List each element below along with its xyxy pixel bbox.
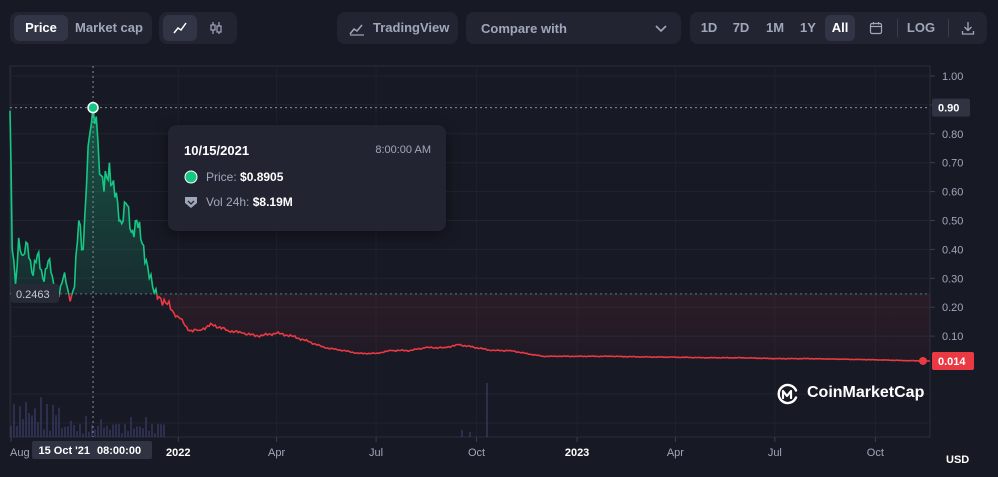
price-tab[interactable]: Price (14, 15, 68, 41)
range-1y-button[interactable]: 1Y (800, 20, 816, 35)
tooltip-date: 10/15/2021 (184, 143, 250, 158)
candlestick-button[interactable] (199, 15, 233, 41)
y-tick-label: 0.20 (942, 302, 963, 314)
currency-label: USD (946, 454, 970, 466)
volume-bars (10, 383, 488, 437)
range-1m-button[interactable]: 1M (765, 20, 785, 35)
tradingview-label: TradingView (373, 20, 450, 35)
baseline-label: 0.2463 (16, 289, 50, 301)
download-button[interactable] (954, 15, 982, 41)
chart-style-toggle (159, 12, 237, 44)
x-tick-label: 2022 (166, 447, 190, 459)
calendar-icon (869, 22, 883, 35)
metric-toggle: Price Market cap (10, 12, 152, 44)
toolbar-divider (948, 19, 949, 37)
x-tick-label: Oct (468, 447, 485, 459)
y-tick-label: 0.30 (942, 273, 963, 285)
x-tick-label: Apr (268, 447, 285, 459)
brand-name: CoinMarketCap (807, 384, 925, 401)
tooltip-time: 8:00:00 AM (375, 144, 431, 156)
current-price-label: 0.014 (938, 356, 966, 368)
hover-value-label: 0.90 (938, 103, 959, 115)
tradingview-button[interactable]: TradingView (337, 12, 458, 44)
price-area-fill (10, 107, 930, 361)
tooltip-price-label: Price: (206, 170, 237, 184)
y-tick-label: 1.00 (942, 71, 963, 83)
line-chart-icon (173, 22, 187, 34)
current-price-badge (932, 351, 974, 370)
market-cap-tab[interactable]: Market cap (75, 20, 143, 35)
date-range-button[interactable] (862, 15, 890, 41)
axis-labels: 1.00 0.80 0.70 0.60 0.50 0.40 0.30 0.20 0.10 2022… (10, 71, 966, 459)
x-tick-label: Apr (667, 447, 684, 459)
crosshair-time-label: 08:00:00 (97, 445, 141, 457)
x-tick-label: Jul (369, 447, 383, 459)
download-icon (961, 22, 975, 35)
y-tick-label: 0.80 (942, 129, 963, 141)
tooltip-price-row: Price: $0.8905 (184, 170, 283, 184)
price-tooltip: 10/15/2021 8:00:00 AM Price: $0.8905 Vol… (168, 125, 446, 231)
y-tick-label: 0.50 (942, 216, 963, 228)
trend-icon (349, 24, 364, 36)
chart-markers (10, 66, 974, 459)
tooltip-volume-row: Vol 24h: $8.19M (184, 195, 293, 209)
price-area-below-baseline (58, 294, 930, 361)
range-toolbar: 1D 7D 1M 1Y All LOG (690, 12, 987, 44)
candlestick-icon (210, 22, 222, 34)
hover-point (87, 101, 99, 114)
chevron-down-icon (655, 25, 667, 33)
range-1d-button[interactable]: 1D (700, 20, 718, 35)
x-tick-label: Oct (867, 447, 884, 459)
y-tick-label: 0.40 (942, 244, 963, 256)
price-lines (9, 107, 931, 362)
volume-icon (185, 197, 197, 208)
crosshair-date-badge (32, 441, 153, 459)
hover-value-badge (932, 98, 970, 117)
range-all-button[interactable]: All (825, 15, 855, 41)
compare-dropdown[interactable]: Compare with (466, 12, 681, 44)
line-chart-button[interactable] (163, 15, 197, 41)
crosshair-date-label: 15 Oct '21 (38, 445, 90, 457)
y-tick-label: 0.70 (942, 158, 963, 170)
compare-label: Compare with (481, 21, 567, 36)
current-price-point (919, 356, 927, 365)
y-tick-label: 0.60 (942, 187, 963, 199)
x-tick-label: Aug (10, 447, 30, 459)
price-area-above-baseline (10, 107, 930, 295)
y-tick-label: 0.10 (942, 331, 963, 343)
range-7d-button[interactable]: 7D (732, 20, 750, 35)
coinmarketcap-logo-icon (777, 383, 798, 405)
x-tick-label: Jul (768, 447, 782, 459)
price-line-down (57, 294, 931, 362)
toolbar-divider (897, 19, 898, 37)
baseline-badge (11, 283, 59, 303)
log-scale-button[interactable]: LOG (906, 20, 936, 35)
tooltip-volume-label: Vol 24h: (206, 195, 250, 209)
tooltip-volume-value: $8.19M (252, 195, 293, 209)
price-dot-icon (184, 170, 198, 184)
x-tick-label: 2023 (565, 447, 589, 459)
tooltip-price-value: $0.8905 (240, 170, 284, 184)
